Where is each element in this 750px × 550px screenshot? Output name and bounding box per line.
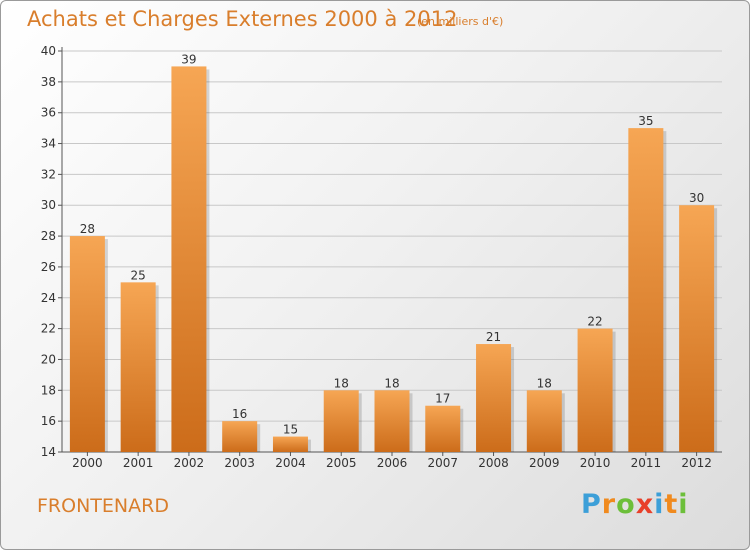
bar-value-label: 18 [334,376,349,390]
bar-value-label: 18 [537,376,552,390]
x-tick-label: 2002 [174,456,205,470]
y-tick-label: 38 [41,75,56,89]
x-tick-label: 2012 [681,456,712,470]
logo-letter: i [654,489,665,520]
bar [69,236,105,452]
bar [425,405,461,452]
x-tick-label: 2010 [580,456,611,470]
chart-title: Achats et Charges Externes 2000 à 2012 [27,7,458,31]
x-tick-label: 2000 [72,456,103,470]
y-tick-label: 18 [41,383,56,397]
x-tick-label: 2001 [123,456,154,470]
bar-value-label: 17 [435,392,450,406]
bar [323,390,359,452]
logo-letter: x [635,489,655,520]
logo-letter: i [678,489,689,520]
bar-value-label: 25 [131,268,146,282]
bar [272,436,308,452]
bar-value-label: 15 [283,423,298,437]
y-tick-label: 36 [41,106,56,120]
bar [171,66,207,452]
grid-lines [62,50,722,422]
proxiti-logo[interactable]: Proxiti [581,489,689,520]
bar [628,128,664,452]
x-tick-label: 2005 [326,456,357,470]
bar [222,421,258,452]
bar-value-label: 21 [486,330,501,344]
x-tick-label: 2008 [478,456,509,470]
y-tick-label: 22 [41,322,56,336]
bar-value-label: 18 [384,376,399,390]
y-tick-label: 24 [41,291,56,305]
bar-value-label: 35 [638,114,653,128]
x-tick-label: 2006 [377,456,408,470]
y-tick-label: 26 [41,260,56,274]
bar [679,205,715,452]
y-tick-label: 30 [41,198,56,212]
y-tick-label: 34 [41,137,56,151]
y-tick-label: 14 [41,445,56,459]
bar-value-label: 22 [587,315,602,329]
bar-value-label: 39 [181,52,196,66]
bar-value-label: 16 [232,407,247,421]
y-tick-label: 20 [41,352,56,366]
data-labels: 28 2000 25 2001 39 2002 16 2003 15 2004 18 2005 18 20… [72,52,712,470]
bar [374,390,410,452]
y-tick-label: 28 [41,229,56,243]
y-tick-label: 32 [41,167,56,181]
bar-value-label: 28 [80,222,95,236]
x-tick-label: 2007 [427,456,458,470]
logo-letter: P [581,489,602,520]
x-tick-label: 2011 [631,456,662,470]
logo-letter: o [616,489,636,520]
bar [476,344,512,452]
bar [577,328,613,452]
town-name: FRONTENARD [37,495,169,517]
x-tick-label: 2003 [224,456,255,470]
y-tick-label: 40 [41,44,56,58]
x-tick-label: 2009 [529,456,560,470]
x-tick-label: 2004 [275,456,306,470]
bar [120,282,156,452]
logo-letter: r [601,489,617,520]
bar [526,390,562,452]
y-tick-label: 16 [41,414,56,428]
logo-letter: t [664,489,679,520]
bar-value-label: 30 [689,191,704,205]
chart-subtitle: (en milliers d'€) [417,15,504,28]
bars [69,66,718,452]
